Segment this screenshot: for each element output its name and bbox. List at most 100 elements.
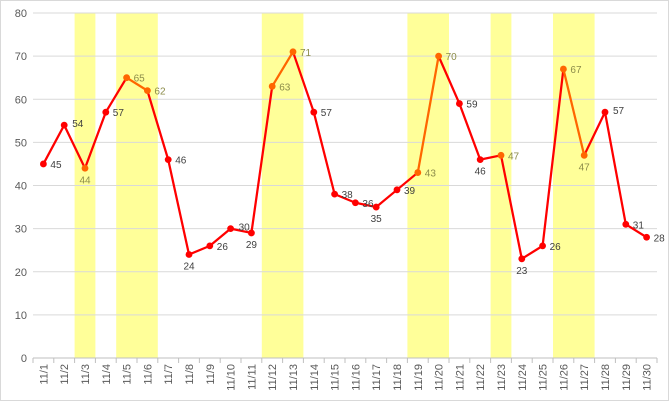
data-point xyxy=(310,108,318,116)
series-segment xyxy=(562,67,586,157)
axes: 0 10 20 30 40 50 60 70 80 11/1 11/2 11/3 11/4 11/5 11/… xyxy=(15,8,658,391)
data-point xyxy=(622,220,630,228)
series-segment xyxy=(354,201,378,209)
data-label: 67 xyxy=(570,65,582,76)
data-label: 24 xyxy=(183,262,195,273)
series-segment xyxy=(63,124,87,170)
data-point xyxy=(331,190,338,198)
series-segment xyxy=(458,102,482,161)
y-tick-label: 0 xyxy=(21,353,27,365)
x-tick-label: 11/3 xyxy=(80,364,92,385)
x-tick-label: 11/1 xyxy=(38,364,50,385)
data-label: 46 xyxy=(475,167,487,178)
series-segment xyxy=(499,154,523,260)
data-label: 65 xyxy=(134,74,146,85)
data-label: 36 xyxy=(362,199,374,210)
data-point xyxy=(643,233,650,241)
series-segment xyxy=(167,158,191,256)
x-tick-label: 11/11 xyxy=(246,364,258,390)
data-point xyxy=(227,225,235,233)
data-point xyxy=(289,48,297,56)
x-tick-label: 11/20 xyxy=(434,364,446,391)
data-point xyxy=(372,203,380,211)
data-point xyxy=(248,229,255,237)
data-point xyxy=(560,65,567,73)
data-point xyxy=(185,251,193,258)
data-point xyxy=(144,87,151,95)
data-label: 23 xyxy=(516,266,528,277)
data-label: 28 xyxy=(654,233,666,244)
x-tick-label: 11/15 xyxy=(330,364,342,391)
x-tick-label: 11/30 xyxy=(642,364,654,391)
x-tick-label: 11/26 xyxy=(558,364,570,391)
series-segment xyxy=(603,111,627,226)
data-point xyxy=(164,156,172,164)
data-label: 57 xyxy=(321,108,333,119)
x-tick-label: 11/9 xyxy=(205,364,217,385)
data-label: 38 xyxy=(342,190,354,201)
series-segment xyxy=(146,89,170,161)
series-segment xyxy=(624,223,648,239)
data-label: 44 xyxy=(79,175,91,186)
data-labels: 45 54 44 57 65 62 46 24 26 30 29 63 71 57 38 36 35 39 43 70… xyxy=(50,48,665,277)
x-tick-label: 11/23 xyxy=(496,364,508,391)
x-tick-label: 11/29 xyxy=(621,364,633,391)
data-point xyxy=(352,199,359,207)
data-label: 71 xyxy=(300,48,312,59)
series-lines xyxy=(42,50,648,260)
data-point xyxy=(393,186,401,194)
data-point xyxy=(268,82,276,90)
x-tick-label: 11/12 xyxy=(267,364,279,391)
x-tick-label: 11/7 xyxy=(163,364,175,385)
y-tick-label: 40 xyxy=(15,181,27,193)
x-tick-label: 11/4 xyxy=(101,364,113,385)
x-tick-label: 11/21 xyxy=(454,364,466,391)
series-segment xyxy=(416,55,440,174)
data-label: 47 xyxy=(579,162,591,173)
data-label: 31 xyxy=(633,220,645,231)
data-point xyxy=(102,108,110,116)
data-label: 26 xyxy=(550,242,562,253)
data-point xyxy=(456,100,463,107)
data-label: 45 xyxy=(50,160,62,171)
x-tick-label: 11/28 xyxy=(600,364,612,391)
data-point xyxy=(601,108,609,116)
data-point xyxy=(518,255,526,263)
data-label: 62 xyxy=(154,87,166,98)
gridlines xyxy=(33,12,657,359)
x-tick-label: 11/22 xyxy=(475,364,487,391)
data-label: 35 xyxy=(371,214,383,225)
data-point xyxy=(414,169,422,176)
x-tick-label: 11/6 xyxy=(142,364,154,385)
x-tick-label: 11/2 xyxy=(59,364,71,385)
series-segment xyxy=(520,244,544,260)
series-segment xyxy=(333,193,357,204)
data-point xyxy=(476,156,484,164)
data-label: 30 xyxy=(239,223,251,234)
y-tick-label: 10 xyxy=(15,310,27,322)
series-segment xyxy=(583,111,607,157)
data-point xyxy=(539,242,546,250)
series-segment xyxy=(312,111,336,196)
data-label: 59 xyxy=(466,100,478,111)
data-point xyxy=(60,121,68,129)
data-point xyxy=(435,52,442,60)
series-segment xyxy=(83,111,107,170)
x-tick-label: 11/14 xyxy=(309,364,321,391)
y-tick-label: 80 xyxy=(15,8,27,20)
data-point xyxy=(206,242,214,250)
data-label: 57 xyxy=(613,106,625,117)
x-tick-label: 11/13 xyxy=(288,364,300,391)
series-segment xyxy=(42,124,66,166)
series-segment xyxy=(125,76,149,92)
series-points xyxy=(40,48,650,263)
series-segment xyxy=(479,154,503,161)
series-segment xyxy=(250,85,274,235)
series-segment xyxy=(541,67,565,247)
y-tick-label: 30 xyxy=(15,224,27,236)
x-tick-label: 11/25 xyxy=(538,364,550,391)
data-point xyxy=(40,160,47,168)
series-segment xyxy=(229,227,253,235)
